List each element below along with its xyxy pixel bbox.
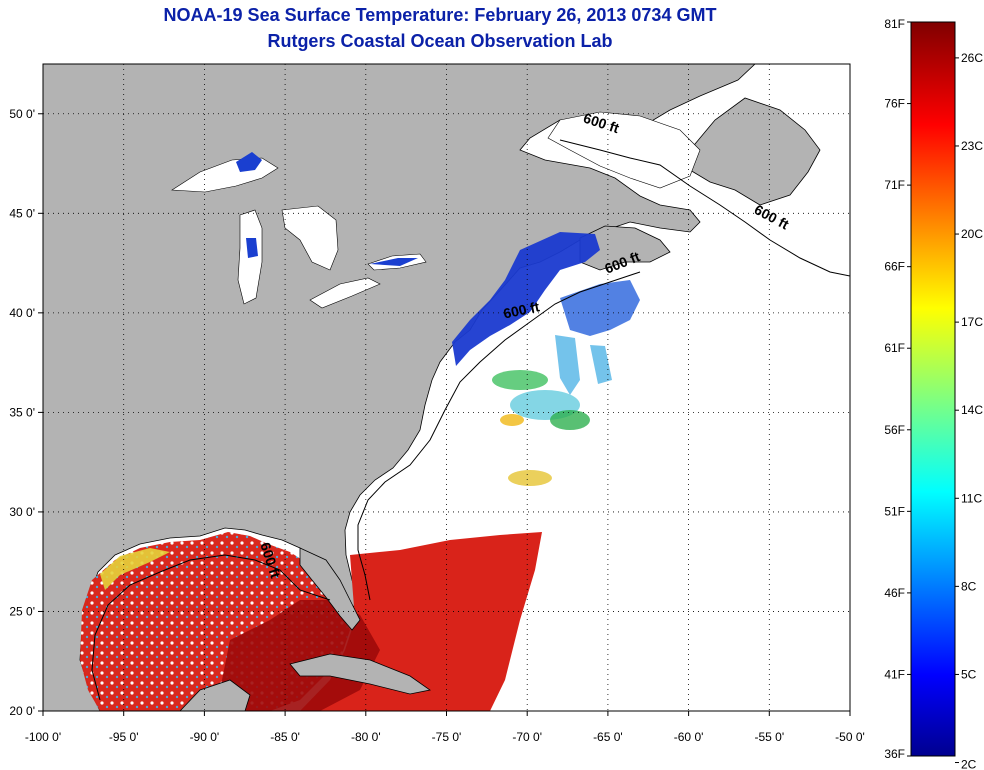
map-subtitle: Rutgers Coastal Ocean Observation Lab <box>267 31 613 51</box>
colorbar-c-label: 23C <box>961 139 983 153</box>
lat-tick-label: 20 0' <box>9 704 35 718</box>
colorbar-f-label: 51F <box>884 504 905 518</box>
colorbar-f-label: 76F <box>884 97 905 111</box>
colorbar-f-label: 36F <box>884 747 905 761</box>
lake-michigan-cold <box>246 238 258 258</box>
colorbar-f-label: 71F <box>884 178 905 192</box>
contour-shelf <box>357 271 641 601</box>
colorbar-c-label: 2C <box>961 758 977 770</box>
sst-offshore-patches <box>492 370 590 486</box>
lat-tick-label: 50 0' <box>9 107 35 121</box>
lon-tick-label: -100 0' <box>25 730 61 744</box>
map-title: NOAA-19 Sea Surface Temperature: Februar… <box>163 5 717 25</box>
colorbar-c-label: 14C <box>961 403 983 417</box>
newfoundland-land <box>689 97 821 206</box>
lake-huron <box>281 205 339 271</box>
colorbar-f-label: 81F <box>884 17 905 31</box>
colorbar-c-label: 5C <box>961 667 977 681</box>
lake-erie <box>309 277 381 309</box>
lat-tick-label: 25 0' <box>9 604 35 618</box>
lat-tick-label: 35 0' <box>9 405 35 419</box>
colorbar-f-label: 66F <box>884 260 905 274</box>
bathymetry-contours <box>91 139 850 701</box>
contour-label-600ft: 600 ft <box>502 298 541 321</box>
colorbar-f-label: 56F <box>884 423 905 437</box>
sst-cold-georges-bank <box>560 280 640 336</box>
lon-tick-label: -95 0' <box>109 730 139 744</box>
lon-tick-label: -55 0' <box>754 730 784 744</box>
lat-tick-label: 30 0' <box>9 505 35 519</box>
colorbar-c-label: 8C <box>961 579 977 593</box>
cuba-land <box>289 653 431 695</box>
lon-tick-label: -85 0' <box>270 730 300 744</box>
contour-gulf <box>91 554 331 701</box>
nova-scotia-land <box>579 225 671 271</box>
sst-cool-filaments <box>555 335 612 395</box>
colorbar-gradient <box>910 21 956 757</box>
lon-tick-label: -75 0' <box>432 730 462 744</box>
sst-hot-gulf-stream <box>220 600 380 711</box>
colorbar-c-label: 20C <box>961 227 983 241</box>
colorbar-f-label: 61F <box>884 341 905 355</box>
title-block: NOAA-19 Sea Surface Temperature: Februar… <box>40 2 840 54</box>
colorbar-f-label: 41F <box>884 667 905 681</box>
colorbar-f-label: 46F <box>884 586 905 600</box>
lon-tick-label: -60 0' <box>674 730 704 744</box>
lon-tick-label: -70 0' <box>512 730 542 744</box>
colorbar-celsius-ticks: 26C 23C 20C 17C 14C 11C 8C 5C 2C <box>955 51 983 770</box>
lat-axis: 20 0' 25 0' 30 0' 35 0' 40 0' 45 0' 50 0' <box>9 107 43 718</box>
contour-north <box>559 139 850 277</box>
sst-cold-gulf-of-maine <box>452 232 600 366</box>
lake-superior-ice <box>236 152 262 172</box>
lon-tick-label: -65 0' <box>593 730 623 744</box>
colorbar-c-label: 26C <box>961 51 983 65</box>
colorbar-c-label: 11C <box>961 491 982 505</box>
lon-tick-label: -90 0' <box>190 730 220 744</box>
colorbar: 81F 76F 71F 66F 61F 56F 51F 46F 41F 36F 26C 23C 20C… <box>884 17 983 770</box>
lat-tick-label: 45 0' <box>9 206 35 220</box>
colorbar-fahrenheit-ticks: 81F 76F 71F 66F 61F 56F 51F 46F 41F 36F <box>884 17 911 761</box>
lat-tick-label: 40 0' <box>9 306 35 320</box>
colorbar-c-label: 17C <box>961 315 983 329</box>
lake-ontario-cold <box>370 258 418 266</box>
yucatan-land <box>179 679 251 711</box>
lon-tick-label: -50 0' <box>835 730 865 744</box>
sst-yellow-coastal-gulf <box>100 548 170 590</box>
gulf-st-lawrence <box>547 111 701 189</box>
florida-land <box>299 547 361 631</box>
north-america-land <box>43 64 756 711</box>
lon-tick-label: -80 0' <box>351 730 381 744</box>
lon-axis: -100 0' -95 0' -90 0' -85 0' -80 0' -75 0' -70… <box>25 711 865 744</box>
